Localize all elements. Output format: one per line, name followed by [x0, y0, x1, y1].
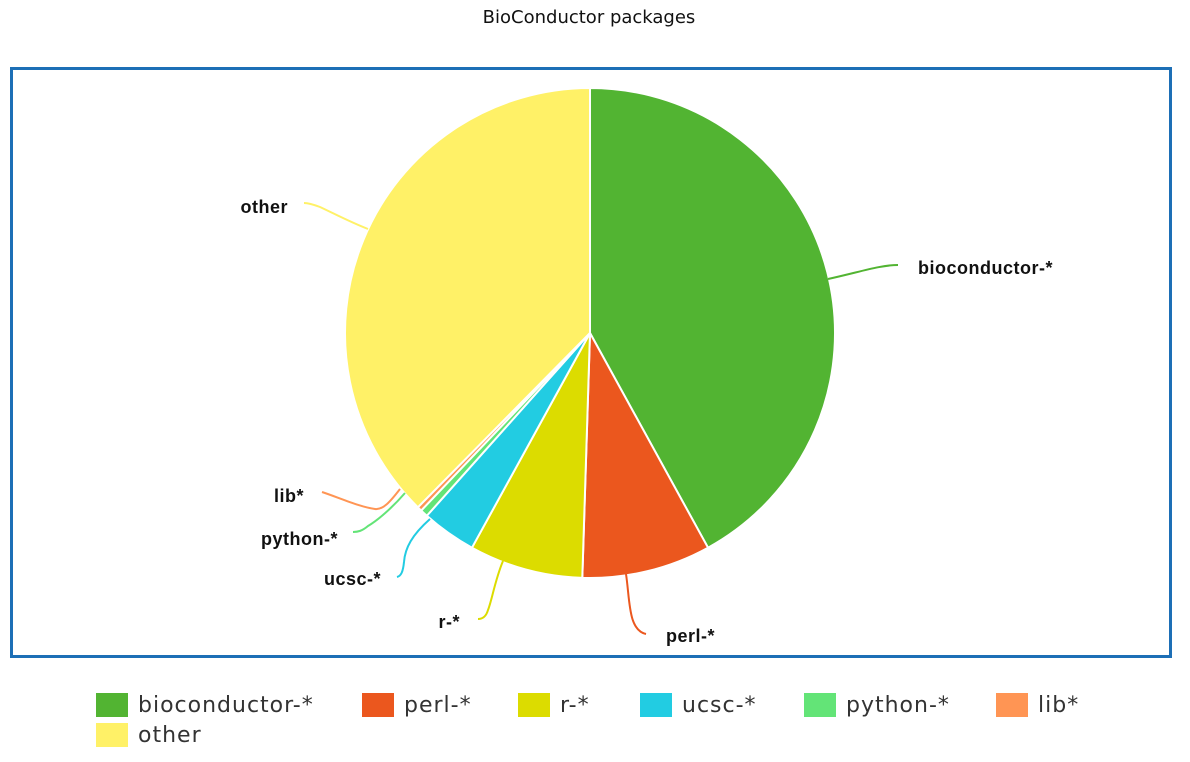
legend-item[interactable]: perl-* [362, 690, 472, 720]
slice-label: lib* [274, 486, 304, 506]
connector-line [303, 202, 369, 230]
legend-label: python-* [846, 692, 950, 718]
slice-label: r-* [438, 612, 460, 632]
legend-item[interactable]: bioconductor-* [96, 690, 314, 720]
legend-swatch [640, 693, 672, 717]
connector-line [396, 518, 431, 578]
legend-label: ucsc-* [682, 692, 757, 718]
connector-line [352, 492, 406, 533]
legend-swatch [362, 693, 394, 717]
legend-label: r-* [560, 692, 590, 718]
slice-label: perl-* [666, 626, 715, 646]
slice-label: bioconductor-* [918, 258, 1053, 278]
connector-line [477, 560, 504, 620]
pie-slice-bioconductor[interactable] [589, 86, 836, 550]
legend-swatch [96, 693, 128, 717]
connector-line [321, 488, 401, 511]
legend-item[interactable]: lib* [996, 690, 1079, 720]
legend-swatch [996, 693, 1028, 717]
chart-frame [10, 67, 1172, 658]
legend-swatch [804, 693, 836, 717]
legend-item[interactable]: r-* [518, 690, 590, 720]
legend-item[interactable]: other [96, 720, 202, 750]
pie-slice-r[interactable] [470, 332, 591, 579]
slice-label: python-* [261, 529, 338, 549]
pie-slice-perl[interactable] [581, 329, 710, 579]
pie-slice-other[interactable] [343, 86, 591, 509]
chart-title: BioConductor packages [482, 7, 696, 28]
connector-line [625, 573, 647, 635]
legend-label: bioconductor-* [138, 692, 314, 718]
connector-line [827, 264, 899, 280]
legend-label: lib* [1038, 692, 1080, 718]
slice-label: other [241, 197, 289, 217]
legend-swatch [518, 693, 550, 717]
legend-item[interactable]: ucsc-* [640, 690, 757, 720]
legend-label: other [138, 722, 202, 748]
legend-item[interactable]: python-* [804, 690, 950, 720]
legend-label: perl-* [404, 692, 472, 718]
legend-swatch [96, 723, 128, 747]
slice-label: ucsc-* [324, 569, 381, 589]
